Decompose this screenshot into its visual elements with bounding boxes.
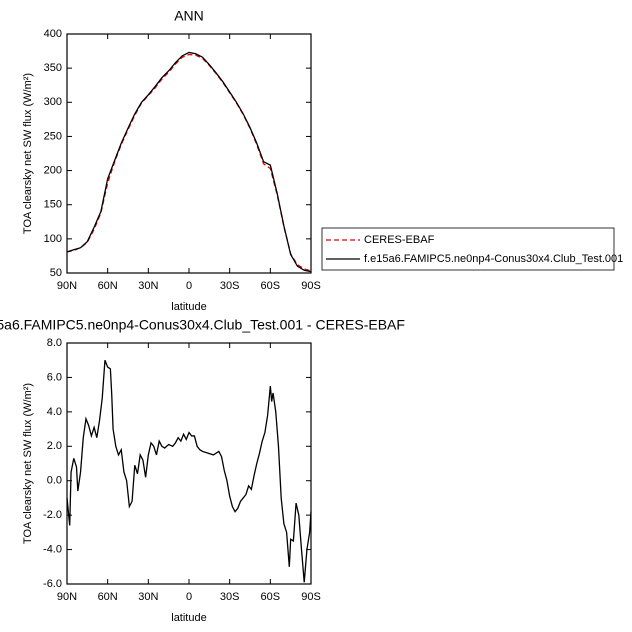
x-tick-label: 90S xyxy=(301,591,321,603)
y-tick-label: 250 xyxy=(44,130,62,142)
plot-frame xyxy=(66,33,312,274)
y-tick-label: 200 xyxy=(44,164,62,176)
x-tick-label: 60N xyxy=(98,591,118,603)
y-tick-label: 50 xyxy=(50,267,62,279)
legend-label: f.e15a6.FAMIPC5.ne0np4-Conus30x4.Club_Te… xyxy=(364,253,623,265)
x-tick-label: 30S xyxy=(220,280,240,292)
y-tick-label: -2.0 xyxy=(43,509,62,521)
legend-label: CERES-EBAF xyxy=(364,234,435,246)
data-line xyxy=(66,51,312,273)
x-tick-label: 90N xyxy=(57,280,77,292)
y-tick-label: 4.0 xyxy=(47,406,62,418)
y-tick-label: 0.0 xyxy=(47,475,62,487)
x-tick-label: 0 xyxy=(186,591,192,603)
x-tick-label: 30N xyxy=(138,591,158,603)
y-tick-label: 6.0 xyxy=(47,371,62,383)
y-tick-label: 8.0 xyxy=(47,337,62,349)
x-axis-label: latitude xyxy=(171,612,206,624)
y-tick-label: -6.0 xyxy=(43,578,62,590)
y-tick-label: 400 xyxy=(44,28,62,40)
y-axis-label: TOA clearsky net SW flux (W/m²) xyxy=(22,383,34,544)
x-tick-label: 30N xyxy=(138,280,158,292)
y-tick-label: 350 xyxy=(44,62,62,74)
plot-frame xyxy=(66,342,312,585)
y-tick-label: 300 xyxy=(44,96,62,108)
data-line xyxy=(66,53,312,272)
y-tick-label: 2.0 xyxy=(47,440,62,452)
y-tick-label: 100 xyxy=(44,233,62,245)
x-tick-label: 90N xyxy=(57,591,77,603)
chart-title: ANN xyxy=(174,8,204,24)
data-line xyxy=(66,359,312,583)
x-axis-label: latitude xyxy=(171,301,206,313)
x-tick-label: 90S xyxy=(301,280,321,292)
y-axis-label: TOA clearsky net SW flux (W/m²) xyxy=(22,73,34,234)
x-tick-label: 60N xyxy=(98,280,118,292)
x-tick-label: 0 xyxy=(186,280,192,292)
x-tick-label: 60S xyxy=(261,591,281,603)
x-tick-label: 30S xyxy=(220,591,240,603)
y-tick-label: 150 xyxy=(44,199,62,211)
y-tick-label: -4.0 xyxy=(43,543,62,555)
legend-box xyxy=(321,227,615,271)
chart-title: f.e15a6.FAMIPC5.ne0np4-Conus30x4.Club_Te… xyxy=(0,317,405,333)
x-tick-label: 60S xyxy=(261,280,281,292)
